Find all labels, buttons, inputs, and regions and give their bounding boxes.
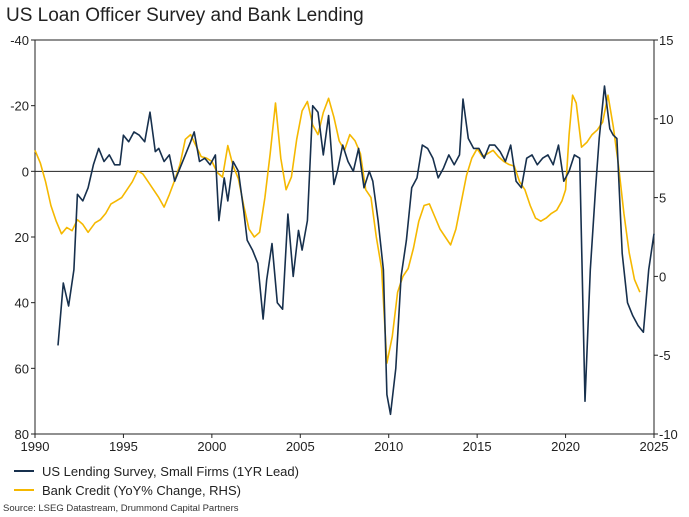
chart-title: US Loan Officer Survey and Bank Lending: [6, 5, 364, 26]
right-axis-ticks: 15 10 5 0 -5 -10: [654, 33, 678, 442]
left-tick-label: 0: [22, 164, 29, 179]
right-tick-label: 5: [659, 191, 666, 206]
chart-area: -40 -20 0 20 40 60 80 15 10 5 0 -5 -10 1990 1995 2000…: [10, 33, 678, 454]
right-tick-label: 0: [659, 269, 666, 284]
left-tick-label: -40: [10, 33, 29, 48]
x-tick-label: 1990: [21, 439, 50, 454]
legend-label-bank-credit: Bank Credit (YoY% Change, RHS): [42, 482, 241, 498]
plot-border: [34, 39, 655, 435]
plot-frame: [34, 39, 655, 435]
left-tick-label: 20: [15, 230, 29, 245]
legend-swatch-lending-survey: [14, 470, 34, 472]
x-axis-ticks: 1990 1995 2000 2005 2010 2015 2020 2025: [21, 434, 669, 454]
right-tick-label: 15: [659, 33, 673, 48]
left-tick-label: -20: [10, 99, 29, 114]
lending-survey-line: [57, 85, 655, 416]
left-tick-label: 60: [15, 361, 29, 376]
x-tick-label: 2015: [463, 439, 492, 454]
series-layer: [34, 85, 655, 416]
legend-item-lending-survey: US Lending Survey, Small Firms (1YR Lead…: [14, 463, 299, 479]
x-tick-label: 2025: [640, 439, 669, 454]
left-tick-label: 80: [15, 427, 29, 442]
left-tick-label: 40: [15, 296, 29, 311]
legend-swatch-bank-credit: [14, 489, 34, 491]
x-tick-label: 1995: [109, 439, 138, 454]
x-tick-label: 2020: [551, 439, 580, 454]
right-tick-label: -5: [659, 348, 671, 363]
source-note: Source: LSEG Datastream, Drummond Capita…: [3, 503, 239, 514]
right-tick-label: 10: [659, 112, 673, 127]
x-tick-label: 2005: [286, 439, 315, 454]
x-tick-label: 2000: [197, 439, 226, 454]
legend-item-bank-credit: Bank Credit (YoY% Change, RHS): [14, 482, 241, 498]
bank-credit-line: [34, 94, 641, 364]
right-tick-label: -10: [659, 427, 678, 442]
legend-label-lending-survey: US Lending Survey, Small Firms (1YR Lead…: [42, 463, 299, 479]
left-axis-ticks: -40 -20 0 20 40 60 80: [10, 33, 35, 442]
x-tick-label: 2010: [374, 439, 403, 454]
